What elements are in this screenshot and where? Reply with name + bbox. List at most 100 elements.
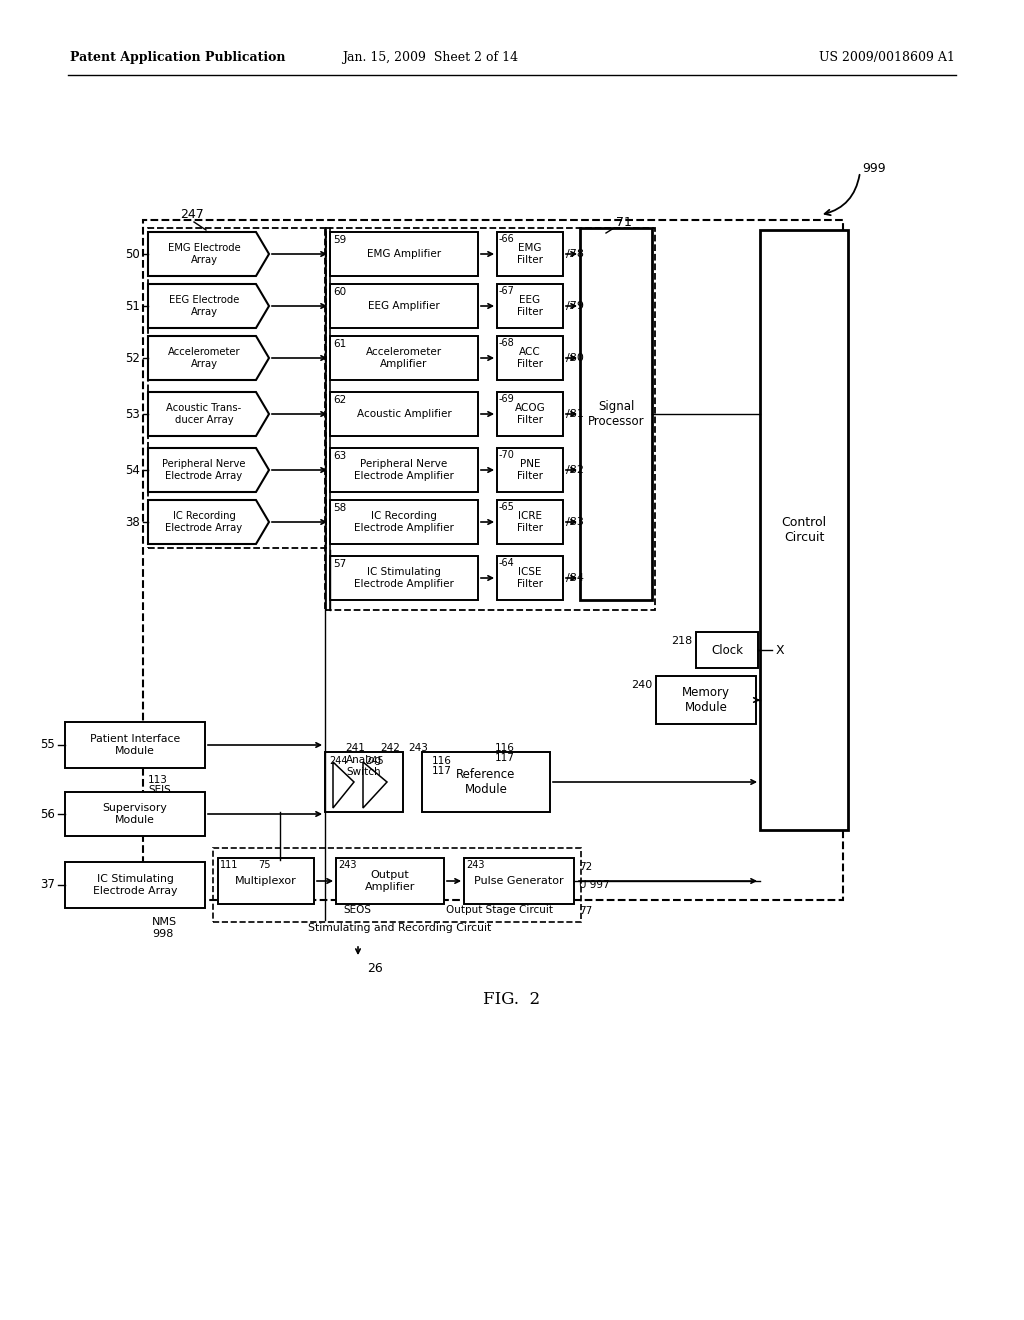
Text: EMG
Filter: EMG Filter [517,243,543,265]
Text: PNE
Filter: PNE Filter [517,459,543,480]
Text: Jan. 15, 2009  Sheet 2 of 14: Jan. 15, 2009 Sheet 2 of 14 [342,51,518,65]
Text: 77: 77 [579,906,592,916]
Text: 218: 218 [671,636,692,645]
Text: Output
Amplifier: Output Amplifier [365,870,415,892]
FancyBboxPatch shape [497,337,563,380]
Text: Patient Interface
Module: Patient Interface Module [90,734,180,756]
Text: Signal
Processor: Signal Processor [588,400,644,428]
Text: Patent Application Publication: Patent Application Publication [70,51,286,65]
Text: 55: 55 [40,738,55,751]
Text: 241: 241 [345,743,365,752]
Text: 52: 52 [125,351,140,364]
Text: SEOS: SEOS [343,906,371,915]
Text: /82: /82 [566,465,584,475]
Text: NMS: NMS [152,917,177,927]
Text: 26: 26 [368,961,383,974]
Text: 244: 244 [329,756,347,766]
Text: Control
Circuit: Control Circuit [781,516,826,544]
Text: Memory
Module: Memory Module [682,686,730,714]
FancyBboxPatch shape [218,858,314,904]
Text: 57: 57 [333,558,346,569]
FancyBboxPatch shape [330,392,478,436]
Text: 117: 117 [495,752,515,763]
Text: Peripheral Nerve
Electrode Amplifier: Peripheral Nerve Electrode Amplifier [354,459,454,480]
Text: ACC
Filter: ACC Filter [517,347,543,368]
Polygon shape [148,500,269,544]
FancyBboxPatch shape [497,284,563,327]
Text: US 2009/0018609 A1: US 2009/0018609 A1 [819,51,955,65]
Text: IC Recording
Electrode Array: IC Recording Electrode Array [166,511,243,533]
Polygon shape [362,762,387,808]
FancyBboxPatch shape [497,500,563,544]
Text: 113: 113 [148,775,168,785]
Text: 998: 998 [152,929,173,939]
FancyBboxPatch shape [497,392,563,436]
FancyBboxPatch shape [696,632,758,668]
Polygon shape [148,232,269,276]
Text: IC Stimulating
Electrode Array: IC Stimulating Electrode Array [93,874,177,896]
FancyBboxPatch shape [330,447,478,492]
Text: Pulse Generator: Pulse Generator [474,876,564,886]
Text: EEG Electrode
Array: EEG Electrode Array [169,296,240,317]
Text: EEG
Filter: EEG Filter [517,296,543,317]
Text: ICRE
Filter: ICRE Filter [517,511,543,533]
FancyBboxPatch shape [330,556,478,601]
Text: 62: 62 [333,395,346,405]
Text: 111: 111 [220,861,239,870]
FancyBboxPatch shape [330,284,478,327]
Text: Peripheral Nerve
Electrode Array: Peripheral Nerve Electrode Array [162,459,246,480]
Text: 240: 240 [631,680,652,690]
Text: 116: 116 [432,756,452,766]
Text: IC Stimulating
Electrode Amplifier: IC Stimulating Electrode Amplifier [354,568,454,589]
Text: 117: 117 [432,766,452,776]
FancyBboxPatch shape [497,556,563,601]
Polygon shape [148,337,269,380]
Text: 247: 247 [180,209,204,222]
Text: Clock: Clock [711,644,743,656]
Text: 61: 61 [333,339,346,348]
Text: FIG.  2: FIG. 2 [483,991,541,1008]
Text: EMG Amplifier: EMG Amplifier [367,249,441,259]
Text: 54: 54 [125,463,140,477]
Text: 75: 75 [258,861,270,870]
Text: Accelerometer
Array: Accelerometer Array [168,347,241,368]
Text: -70: -70 [499,450,515,459]
FancyBboxPatch shape [497,232,563,276]
Text: -67: -67 [499,286,515,296]
Text: Multiplexor: Multiplexor [236,876,297,886]
Text: 243: 243 [338,861,356,870]
FancyBboxPatch shape [330,500,478,544]
FancyBboxPatch shape [330,337,478,380]
FancyBboxPatch shape [336,858,444,904]
FancyBboxPatch shape [65,792,205,836]
Text: 56: 56 [40,808,55,821]
FancyBboxPatch shape [760,230,848,830]
Text: /80: /80 [566,352,584,363]
FancyBboxPatch shape [656,676,756,723]
Text: 60: 60 [333,286,346,297]
Text: /78: /78 [566,249,584,259]
Text: /79: /79 [566,301,584,312]
Text: Reference
Module: Reference Module [457,768,516,796]
Polygon shape [333,762,354,808]
Text: Supervisory
Module: Supervisory Module [102,803,167,825]
Text: U 997: U 997 [579,880,609,890]
Text: Accelerometer
Amplifier: Accelerometer Amplifier [366,347,442,368]
FancyBboxPatch shape [464,858,574,904]
FancyBboxPatch shape [330,232,478,276]
Text: 242: 242 [380,743,400,752]
Text: 71: 71 [616,215,632,228]
Text: -65: -65 [499,502,515,512]
Text: 37: 37 [40,879,55,891]
Text: EMG Electrode
Array: EMG Electrode Array [168,243,241,265]
Text: 63: 63 [333,451,346,461]
Text: 245: 245 [365,756,384,766]
Text: /81: /81 [566,409,584,418]
Text: Output Stage Circuit: Output Stage Circuit [446,906,554,915]
Text: Acoustic Trans-
ducer Array: Acoustic Trans- ducer Array [166,403,242,425]
Text: -68: -68 [499,338,515,348]
Text: X: X [776,644,784,656]
Text: 51: 51 [125,300,140,313]
Polygon shape [148,392,269,436]
Text: Stimulating and Recording Circuit: Stimulating and Recording Circuit [308,923,492,933]
